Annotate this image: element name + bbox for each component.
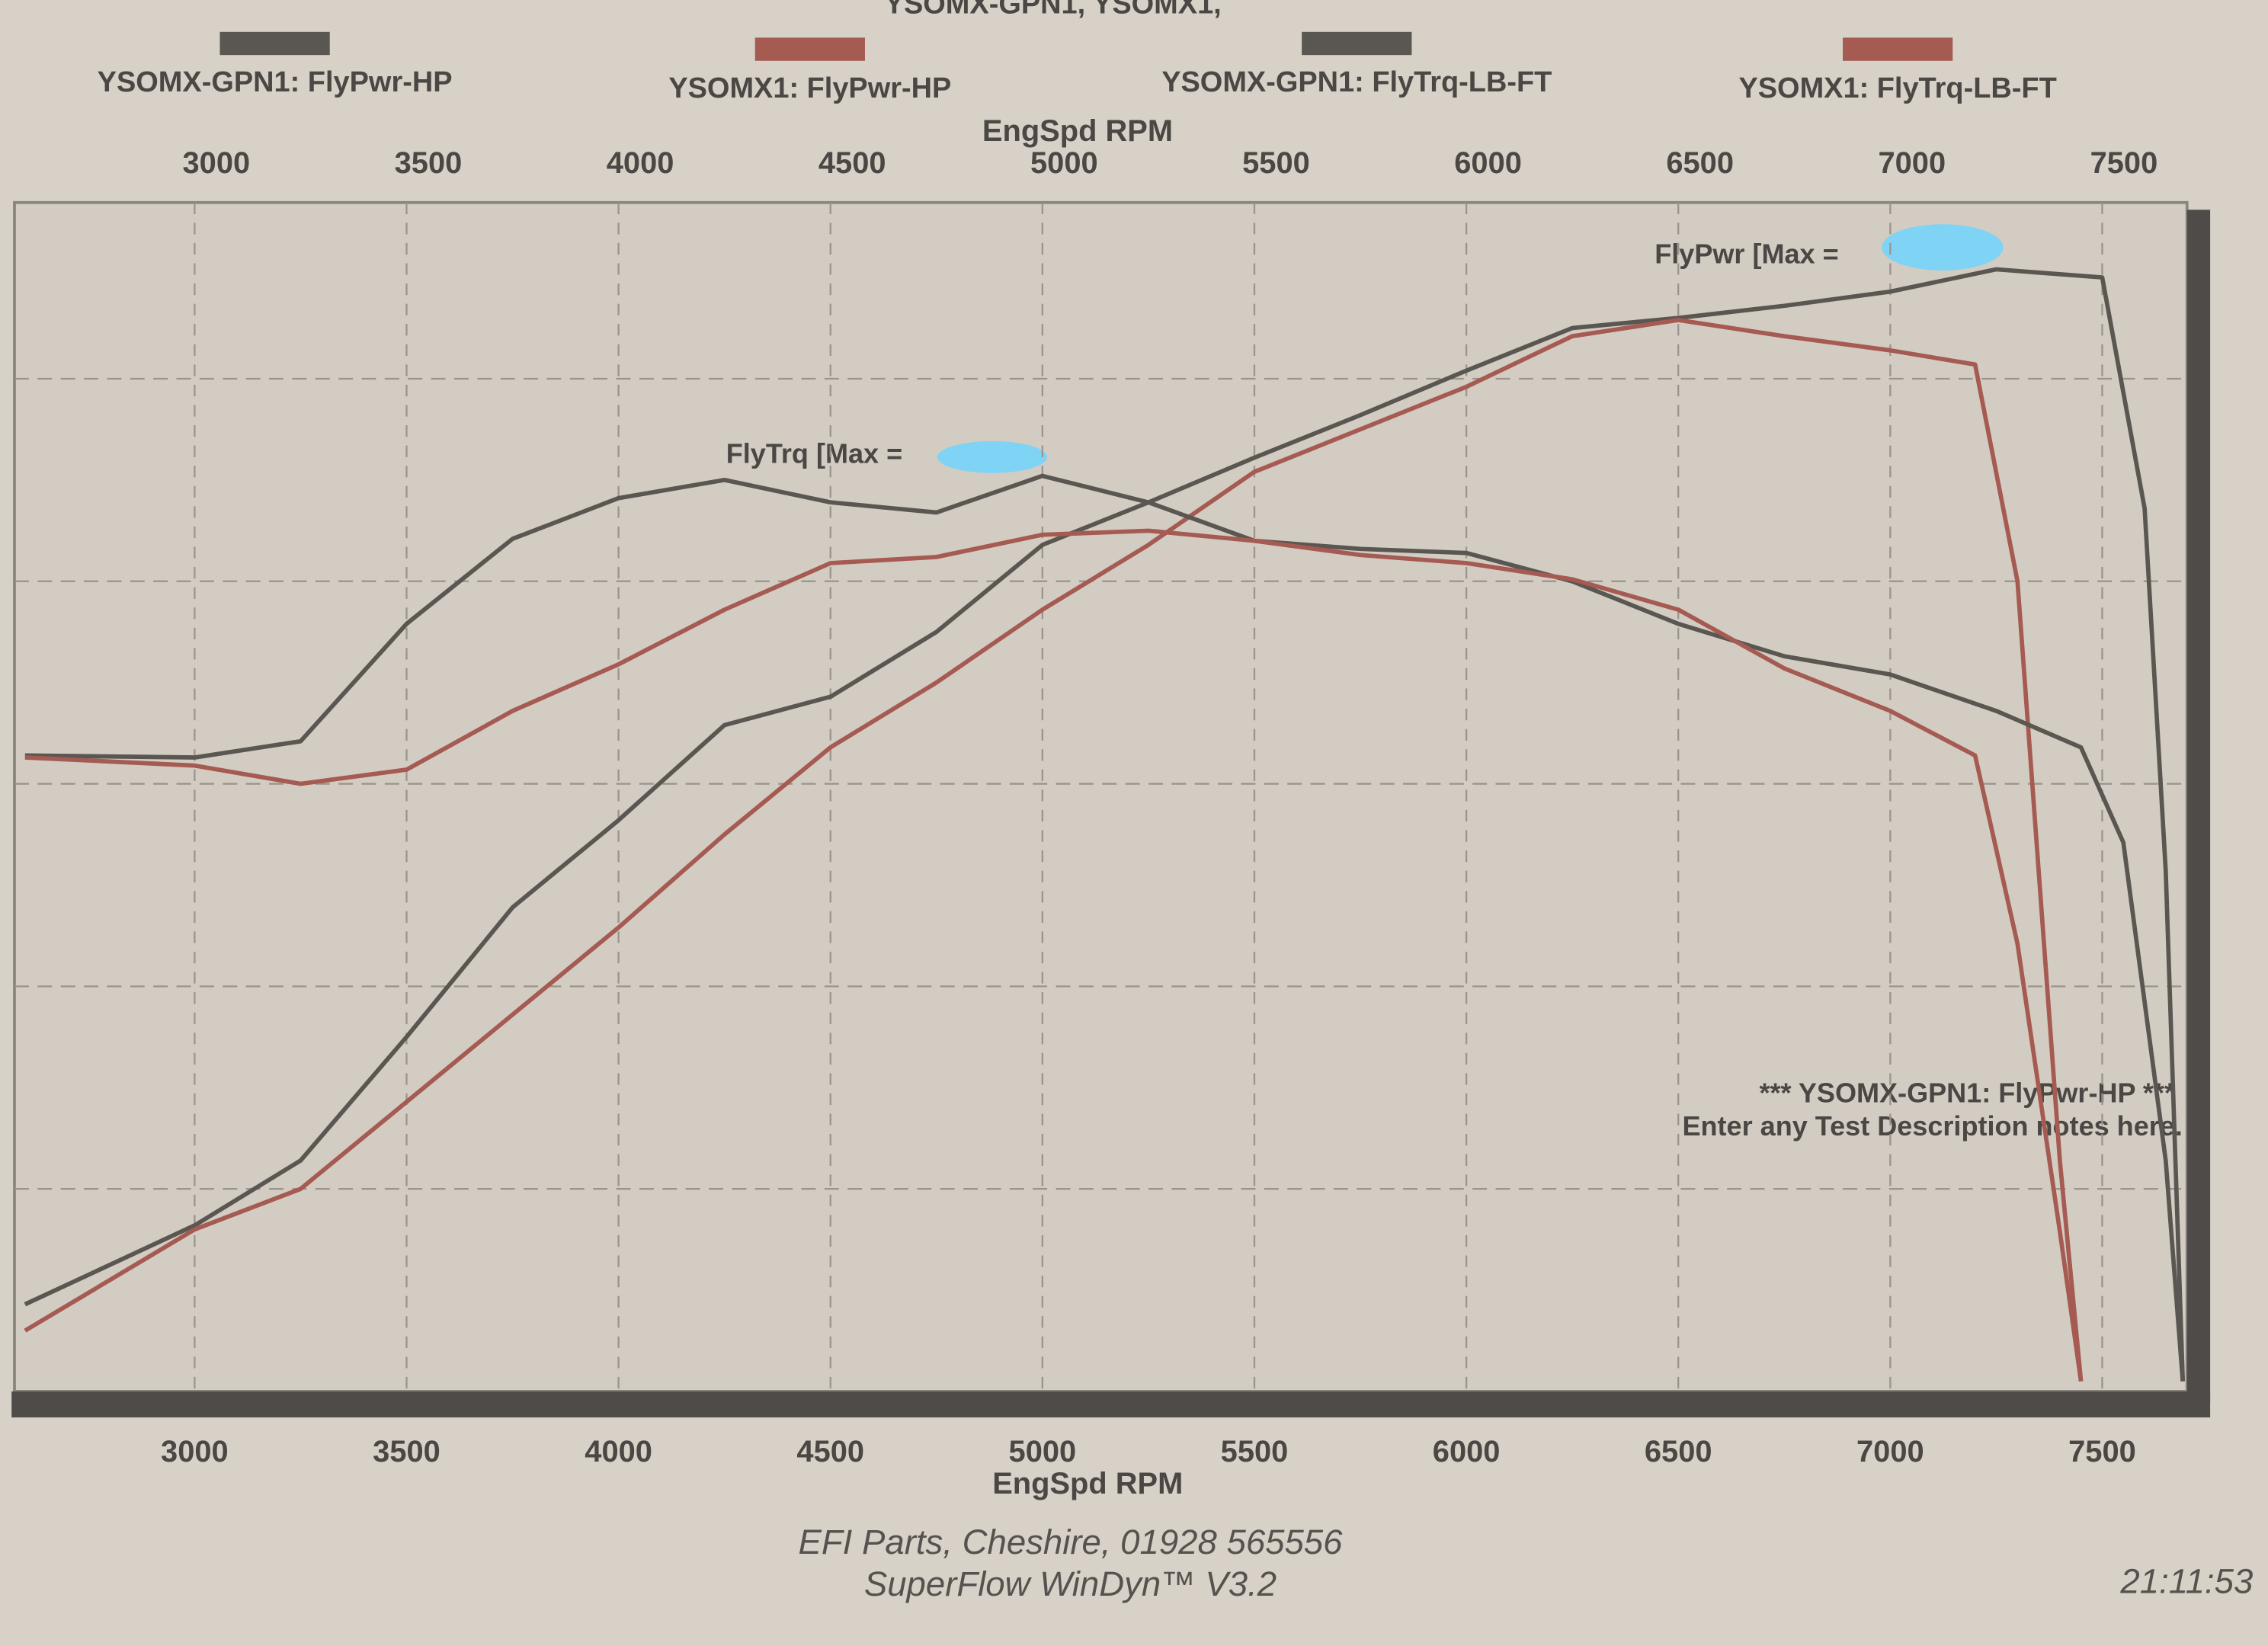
x-tick-label: 3500 — [373, 1435, 440, 1468]
x-top-tick-label: 7500 — [2090, 146, 2158, 180]
x-tick-label: 4500 — [796, 1435, 864, 1468]
x-axis-label: EngSpd RPM — [992, 1467, 1183, 1500]
x-top-tick-label: 6500 — [1666, 146, 1734, 180]
x-tick-label: 3000 — [161, 1435, 229, 1468]
x-top-tick-label: 3000 — [183, 146, 251, 180]
x-tick-label: 4000 — [585, 1435, 652, 1468]
x-tick-label: 7000 — [1856, 1435, 1924, 1468]
annotation: FlyPwr [Max = — [1655, 239, 1838, 270]
legend-swatch — [219, 31, 330, 56]
series-line — [24, 267, 2186, 1382]
timestamp: 21:11:53 — [2119, 1561, 2253, 1600]
plot-area — [13, 200, 2189, 1393]
redaction — [1882, 224, 2004, 271]
x-top-tick-label: 4000 — [607, 146, 674, 180]
legend-swatch — [754, 37, 865, 61]
legend-swatch — [1302, 31, 1412, 56]
legend-label: YSOMX-GPN1: FlyTrq-LB-FT — [1161, 66, 1552, 98]
x-tick-label: 6500 — [1645, 1435, 1712, 1468]
legend-label: YSOMX-GPN1: FlyPwr-HP — [98, 66, 453, 98]
x-top-tick-label: 7000 — [1878, 146, 1946, 180]
x-top-tick-label: 6000 — [1454, 146, 1522, 180]
x-tick-label: 5500 — [1221, 1435, 1289, 1468]
x-axis-top-label: EngSpd RPM — [982, 114, 1173, 148]
chart-title: YSOMX-GPN1, YSOMX1, — [885, 0, 1222, 21]
plot-shadow — [2186, 210, 2211, 1404]
legend-swatch — [1843, 37, 1953, 61]
legend-label: YSOMX1: FlyTrq-LB-FT — [1738, 72, 2056, 104]
x-tick-label: 6000 — [1433, 1435, 1501, 1468]
annotation: FlyTrq [Max = — [726, 437, 902, 469]
redaction — [937, 440, 1048, 473]
legend-label: YSOMX1: FlyPwr-HP — [668, 72, 951, 104]
annotation: Enter any Test Description notes here. — [1682, 1110, 2182, 1142]
x-top-tick-label: 5000 — [1030, 146, 1098, 180]
footer: SuperFlow WinDyn™ V3.2 — [864, 1564, 1277, 1603]
footer: EFI Parts, Cheshire, 01928 565556 — [798, 1523, 1343, 1561]
x-top-tick-label: 3500 — [395, 146, 463, 180]
plot-shadow — [11, 1391, 2211, 1418]
annotation: *** YSOMX-GPN1: FlyPwr-HP *** — [1759, 1077, 2175, 1108]
series-line — [24, 318, 2084, 1382]
x-tick-label: 7500 — [2068, 1435, 2136, 1468]
x-tick-label: 5000 — [1009, 1435, 1077, 1468]
series-line — [24, 528, 2084, 1382]
x-top-tick-label: 4500 — [818, 146, 886, 180]
x-top-tick-label: 5500 — [1242, 146, 1310, 180]
